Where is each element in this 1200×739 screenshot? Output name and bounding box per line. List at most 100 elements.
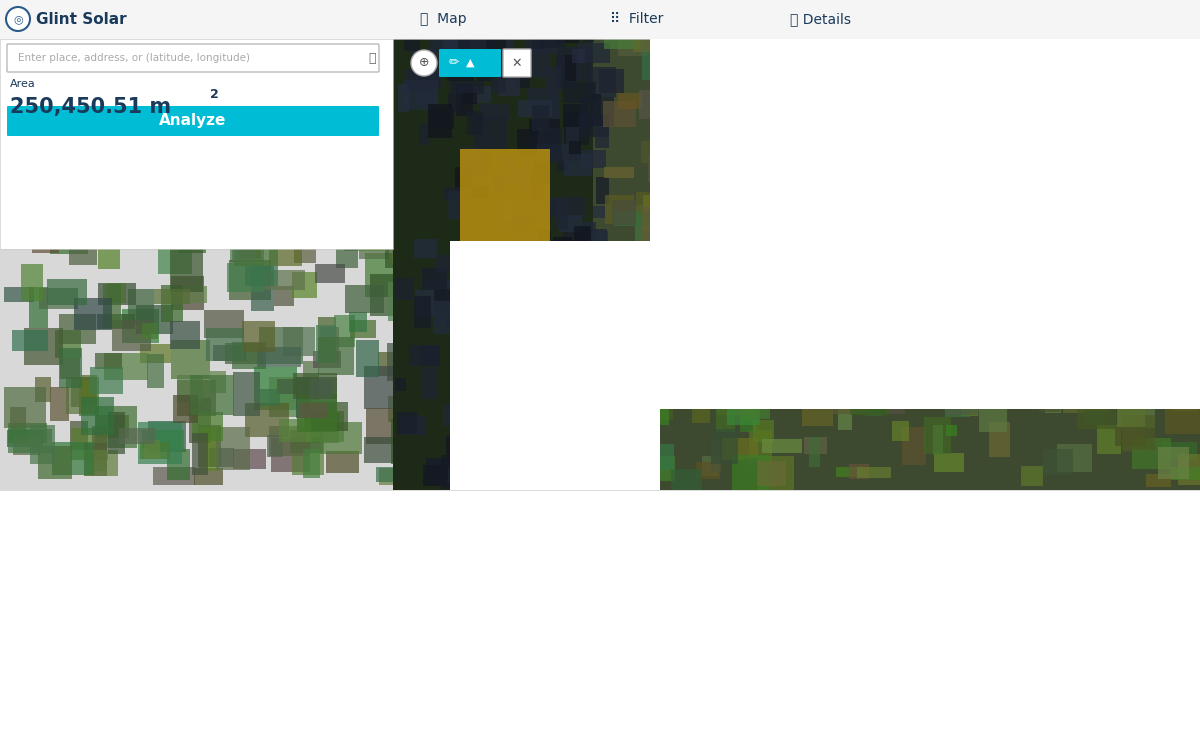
Bar (490, 632, 526, 667)
Bar (394, 29, 1200, 490)
Bar (996, 211, 1032, 229)
Bar (1193, 253, 1200, 290)
Bar (492, 241, 506, 265)
Bar (455, 167, 490, 199)
Bar (838, 372, 878, 397)
Bar (895, 364, 904, 405)
Text: ⠿  Filter: ⠿ Filter (610, 12, 664, 26)
Bar (335, 58, 371, 99)
Bar (1164, 183, 1200, 197)
Text: Glint Solar: Glint Solar (36, 12, 127, 27)
Bar (425, 279, 450, 291)
Bar (455, 423, 480, 449)
Bar (592, 228, 607, 251)
Bar (1128, 214, 1145, 239)
Bar (95, 406, 137, 448)
Bar (1097, 194, 1109, 208)
Bar (113, 518, 125, 721)
Bar (827, 298, 852, 313)
Bar (938, 198, 954, 219)
Bar (539, 579, 558, 599)
Bar (5, 387, 47, 429)
Text: Enter place, address, or (latitude, longitude): Enter place, address, or (latitude, long… (18, 53, 250, 63)
Bar (470, 401, 491, 415)
Bar (214, 345, 246, 361)
Bar (535, 416, 558, 426)
Bar (188, 398, 211, 443)
Bar (1129, 109, 1159, 123)
Bar (1124, 351, 1140, 384)
Bar (862, 408, 888, 435)
Bar (846, 15, 862, 49)
Bar (68, 148, 90, 179)
Bar (940, 53, 973, 77)
Bar (590, 242, 608, 254)
Bar (12, 330, 48, 351)
Bar (587, 67, 617, 97)
Bar (965, 302, 982, 315)
Bar (857, 305, 883, 341)
Bar (422, 643, 428, 681)
Bar (641, 340, 678, 370)
Bar (10, 407, 26, 441)
Bar (306, 410, 344, 442)
Bar (65, 576, 76, 721)
Bar (490, 337, 515, 354)
Bar (131, 125, 150, 143)
Bar (1030, 355, 1049, 369)
Bar (540, 31, 564, 47)
Bar (1163, 47, 1200, 76)
Bar (804, 437, 827, 454)
Bar (593, 306, 604, 317)
Bar (583, 13, 594, 42)
Bar (558, 160, 569, 171)
Bar (500, 39, 514, 50)
Bar (137, 50, 152, 84)
Bar (1158, 366, 1192, 398)
Bar (450, 81, 484, 95)
Text: 250,450.51 m: 250,450.51 m (10, 97, 172, 117)
Bar (718, 395, 755, 415)
Bar (494, 534, 528, 568)
Bar (884, 377, 913, 388)
Bar (86, 30, 112, 50)
Bar (470, 37, 497, 64)
Bar (739, 392, 770, 419)
Bar (378, 469, 422, 485)
Bar (440, 455, 469, 489)
Bar (269, 377, 312, 417)
Bar (127, 289, 155, 324)
Bar (1086, 388, 1105, 423)
Bar (570, 610, 584, 624)
Bar (821, 432, 854, 437)
Bar (674, 386, 684, 397)
Bar (343, 213, 386, 251)
Bar (715, 243, 733, 281)
Bar (552, 576, 565, 599)
Bar (1145, 249, 1160, 262)
Bar (564, 112, 589, 145)
Bar (866, 213, 906, 230)
Bar (258, 42, 275, 58)
Bar (1112, 80, 1136, 92)
Bar (70, 421, 88, 450)
Bar (635, 297, 652, 313)
Bar (942, 327, 962, 340)
Bar (743, 355, 778, 414)
Bar (434, 289, 463, 302)
Bar (558, 599, 578, 619)
Bar (73, 60, 112, 98)
Bar (260, 647, 265, 698)
FancyBboxPatch shape (7, 44, 379, 72)
Bar (433, 300, 452, 334)
Bar (734, 350, 769, 388)
Bar (13, 435, 40, 454)
Bar (977, 169, 995, 180)
Bar (1068, 180, 1098, 215)
Bar (844, 56, 874, 93)
Bar (678, 146, 714, 185)
Bar (835, 467, 863, 477)
Bar (474, 572, 486, 625)
Bar (268, 435, 283, 457)
Bar (241, 321, 276, 352)
